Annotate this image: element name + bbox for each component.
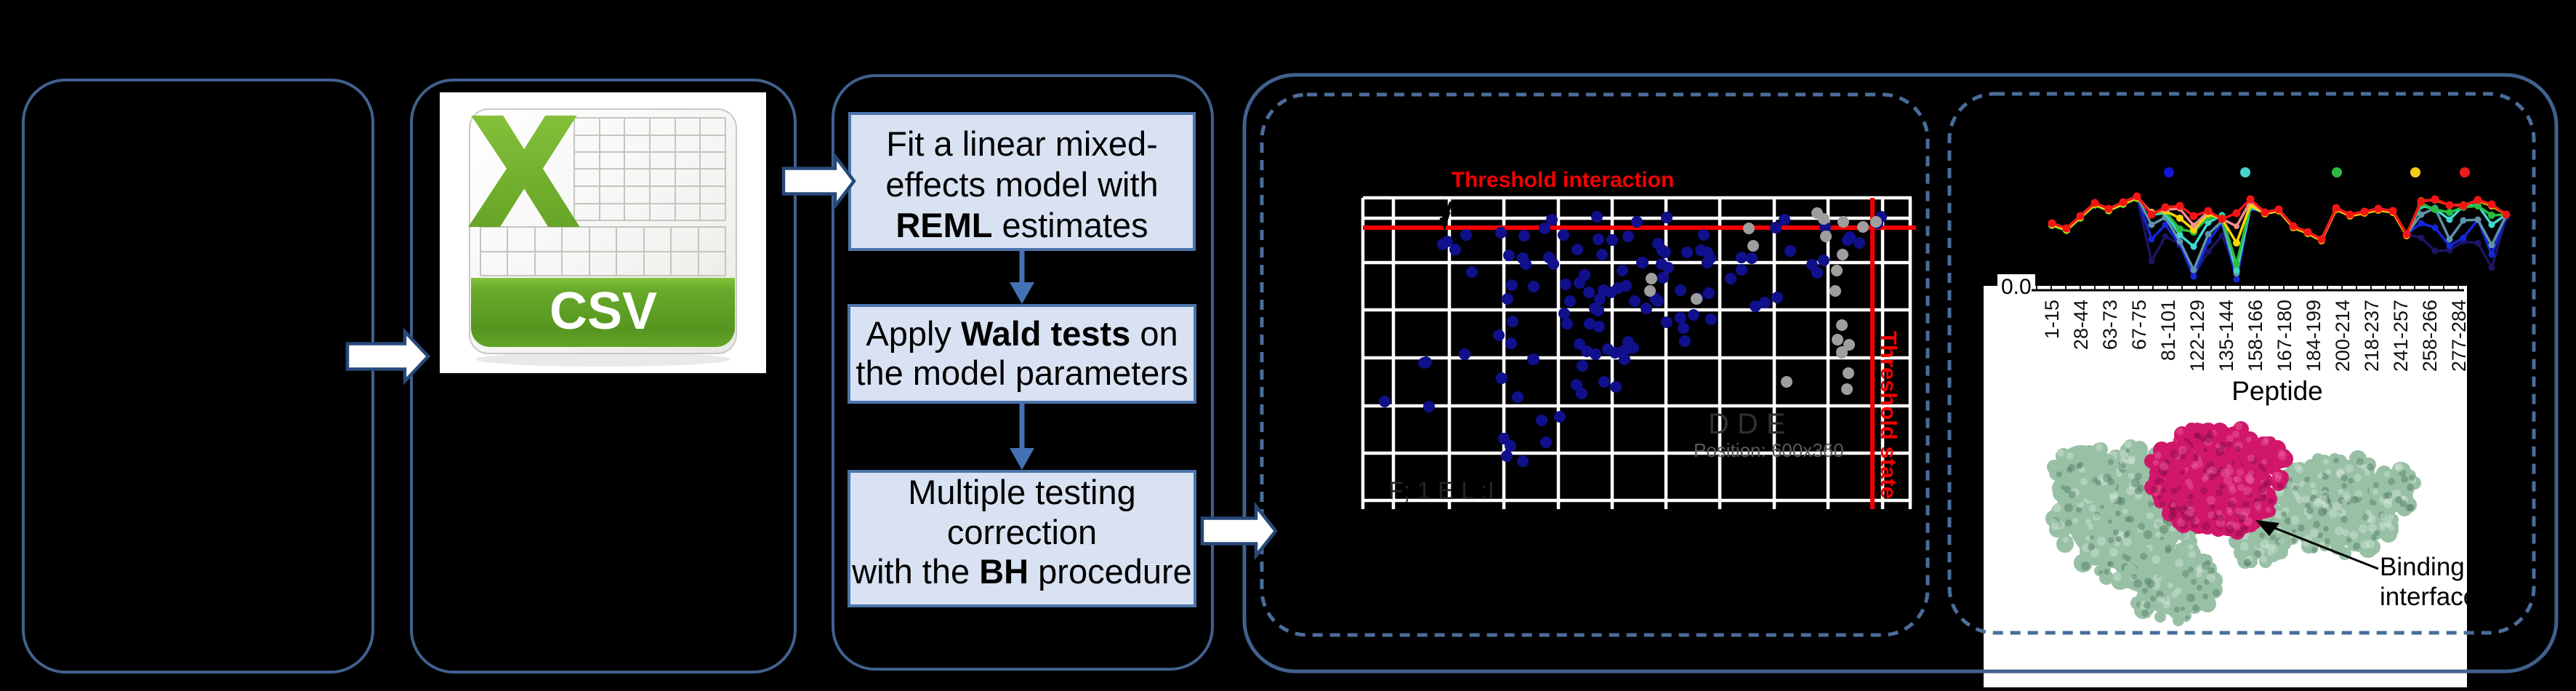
svg-text:28-44: 28-44 — [2070, 300, 2092, 350]
svg-text:1-15: 1-15 — [2041, 300, 2063, 339]
svg-text:81-101: 81-101 — [2157, 300, 2179, 361]
svg-text:241-257: 241-257 — [2390, 300, 2412, 372]
svg-text:200-214: 200-214 — [2332, 300, 2354, 372]
svg-text:effects model with: effects model with — [885, 165, 1158, 204]
svg-text:258-266: 258-266 — [2419, 300, 2441, 372]
svg-text:Threshold state: Threshold state — [1876, 331, 1901, 499]
svg-text:218-237: 218-237 — [2361, 300, 2383, 372]
svg-text:167-180: 167-180 — [2274, 300, 2295, 372]
svg-text:Multiple testing: Multiple testing — [908, 473, 1136, 511]
svg-text:184-199: 184-199 — [2303, 300, 2325, 372]
svg-text:158-166: 158-166 — [2245, 300, 2266, 372]
svg-text:X: X — [474, 87, 575, 256]
svg-text:with the BH procedure: with the BH procedure — [851, 552, 1192, 591]
svg-text:interface: interface — [2380, 583, 2477, 611]
svg-text:Binding: Binding — [2380, 553, 2465, 581]
svg-text:correction: correction — [947, 513, 1097, 551]
svg-text:D D E: D D E — [1708, 408, 1786, 440]
svg-text:277-284: 277-284 — [2448, 300, 2470, 372]
svg-text:122-129: 122-129 — [2186, 300, 2208, 372]
svg-text:CSV: CSV — [550, 282, 657, 340]
svg-text:Fit a linear mixed-: Fit a linear mixed- — [886, 124, 1158, 163]
svg-text:0.0: 0.0 — [2001, 275, 2032, 299]
svg-text:Peptide: Peptide — [2231, 376, 2323, 406]
svg-text:67-75: 67-75 — [2128, 300, 2150, 350]
svg-text:Position: 600x360: Position: 600x360 — [1694, 439, 1844, 461]
svg-text:135-144: 135-144 — [2215, 300, 2237, 372]
svg-text:F; 1 E L :I: F; 1 E L :I — [1388, 477, 1494, 505]
svg-text:63-73: 63-73 — [2099, 300, 2121, 350]
svg-text:REML estimates: REML estimates — [895, 206, 1148, 244]
svg-text:the model parameters: the model parameters — [856, 354, 1188, 392]
svg-text:Apply Wald tests on: Apply Wald tests on — [866, 314, 1178, 353]
svg-text:Threshold interaction: Threshold interaction — [1452, 168, 1675, 192]
